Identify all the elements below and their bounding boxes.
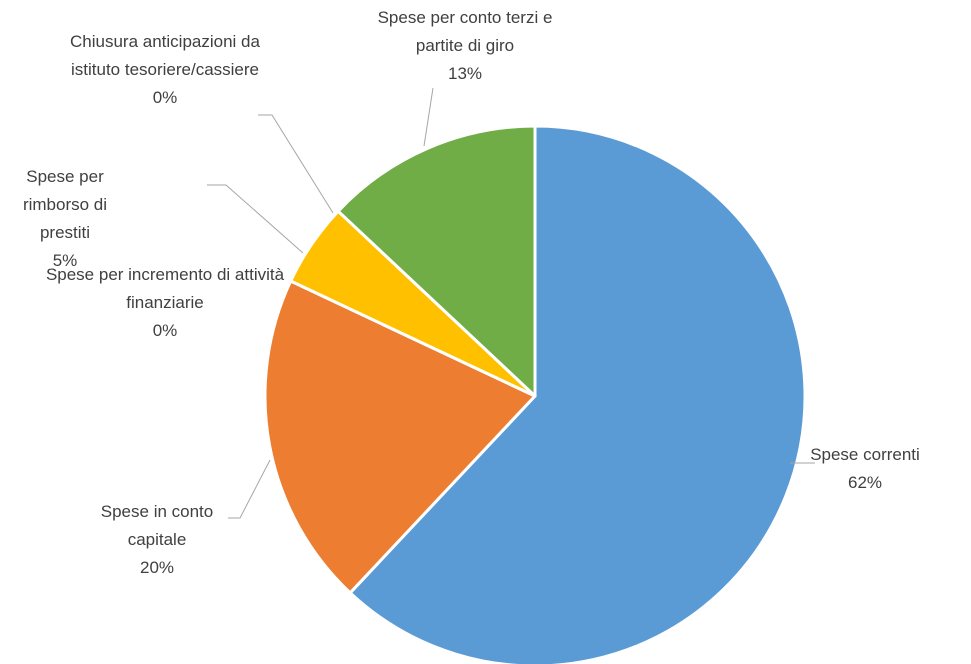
value-label: 5% xyxy=(52,251,78,270)
data-label: Spese per rimborso di prestiti 5% xyxy=(5,163,125,275)
value-label: 0% xyxy=(152,321,178,340)
data-label: Spese in conto capitale 20% xyxy=(72,498,242,582)
pie-slice xyxy=(348,124,807,664)
value-label: 62% xyxy=(847,473,883,492)
pie-slice xyxy=(263,279,537,595)
pie-slice xyxy=(336,124,537,398)
value-label: 13% xyxy=(447,64,483,83)
data-label: Spese correnti 62% xyxy=(790,441,940,497)
leader-line xyxy=(258,114,334,214)
category-label: Spese in conto capitale xyxy=(100,502,214,549)
category-label: Spese per conto terzi e partite di giro xyxy=(377,8,553,55)
leader-line xyxy=(423,87,434,147)
value-label: 20% xyxy=(139,558,175,577)
value-label: 0% xyxy=(152,88,178,107)
category-label: Chiusura anticipazioni da istituto tesor… xyxy=(70,32,260,79)
leader-line xyxy=(228,459,271,519)
category-label: Spese per incremento di attività finanzi… xyxy=(45,265,285,312)
category-label: Spese correnti xyxy=(810,445,920,464)
category-label: Spese per rimborso di prestiti xyxy=(22,167,108,242)
leader-line xyxy=(207,184,304,254)
data-label: Chiusura anticipazioni da istituto tesor… xyxy=(50,28,280,112)
data-label: Spese per conto terzi e partite di giro 1… xyxy=(375,4,555,88)
data-label: Spese per incremento di attività finanzi… xyxy=(40,261,290,345)
